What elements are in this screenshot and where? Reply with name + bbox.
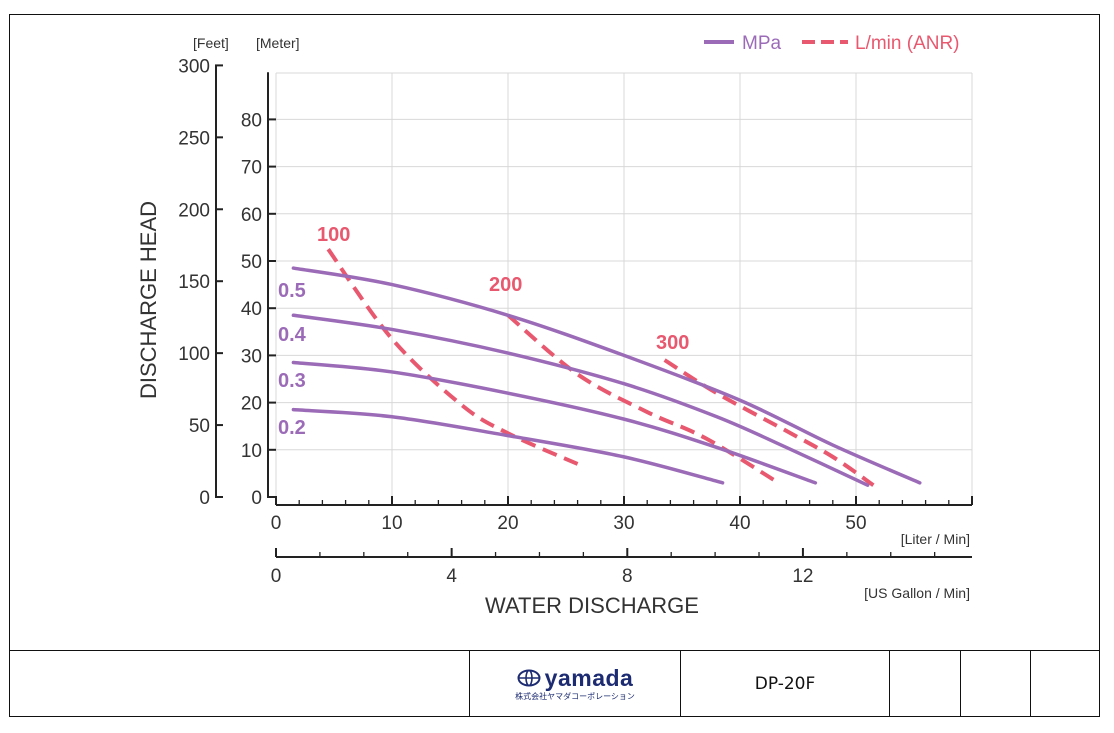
airflow-label-200: 200 bbox=[489, 274, 522, 296]
y-tick-label-meter: 40 bbox=[241, 299, 262, 320]
x-unit-liter: [Liter / Min] bbox=[901, 531, 970, 547]
grid bbox=[275, 72, 973, 497]
y-tick-label-meter: 30 bbox=[241, 346, 262, 367]
logo-wordmark: yamada bbox=[544, 664, 634, 691]
x-tick-label-gallon: 12 bbox=[792, 566, 813, 587]
pressure-curve-0.4 bbox=[291, 313, 870, 487]
y-tick-label-feet: 100 bbox=[178, 344, 210, 365]
title-block: yamada 株式会社ヤマダコーポレーション DP-20F bbox=[9, 650, 1100, 717]
model-cell: DP-20F bbox=[681, 651, 890, 717]
title-block-cell bbox=[1031, 651, 1100, 717]
y-tick-label-meter: 0 bbox=[251, 488, 262, 509]
airflow-label-300: 300 bbox=[656, 332, 689, 354]
x-axis-title: WATER DISCHARGE bbox=[485, 593, 699, 618]
y-tick-label-meter: 80 bbox=[241, 110, 262, 131]
x-tick-label-gallon: 4 bbox=[446, 566, 457, 587]
y-unit-meter: [Meter] bbox=[256, 35, 300, 51]
airflow-label-100: 100 bbox=[317, 224, 350, 246]
logo-cell: yamada 株式会社ヤマダコーポレーション bbox=[470, 651, 681, 717]
x-tick-label-gallon: 8 bbox=[622, 566, 633, 587]
y-tick-label-meter: 70 bbox=[241, 158, 262, 179]
x-tick-label-liter: 30 bbox=[613, 513, 634, 534]
y-tick-label-feet: 250 bbox=[178, 128, 210, 149]
series bbox=[291, 248, 922, 487]
pressure-curve-0.3 bbox=[291, 360, 818, 485]
x-tick-label-liter: 40 bbox=[729, 513, 750, 534]
y-axis-title: DISCHARGE HEAD bbox=[136, 201, 161, 399]
title-block-cell bbox=[890, 651, 961, 717]
airflow-curve-100 bbox=[326, 248, 579, 466]
legend: MPa L/min (ANR) bbox=[704, 33, 960, 54]
x-tick-label-liter: 50 bbox=[845, 513, 866, 534]
pressure-curve-0.5 bbox=[291, 266, 922, 485]
yamada-mark-icon bbox=[517, 669, 541, 687]
yamada-logo: yamada 株式会社ヤマダコーポレーション bbox=[515, 664, 635, 702]
y-tick-label-meter: 10 bbox=[241, 441, 262, 462]
y-tick-label-feet: 200 bbox=[178, 200, 210, 221]
x-unit-gallon: [US Gallon / Min] bbox=[864, 585, 970, 601]
x-tick-label-gallon: 0 bbox=[271, 566, 282, 587]
pressure-label-0.3: 0.3 bbox=[278, 370, 306, 392]
x-tick-label-liter: 20 bbox=[497, 513, 518, 534]
pressure-curve-0.2 bbox=[291, 407, 725, 485]
y-tick-label-meter: 20 bbox=[241, 394, 262, 415]
chart-frame bbox=[9, 14, 1100, 717]
y-tick-label-feet: 300 bbox=[178, 56, 210, 77]
logo-subtext: 株式会社ヤマダコーポレーション bbox=[515, 691, 635, 701]
axes bbox=[215, 64, 973, 558]
legend-lmin-label: L/min (ANR) bbox=[855, 33, 960, 54]
model-number: DP-20F bbox=[754, 674, 816, 694]
pressure-label-0.2: 0.2 bbox=[278, 417, 306, 439]
title-block-empty-cell bbox=[9, 651, 470, 717]
y-unit-feet: [Feet] bbox=[193, 35, 229, 51]
y-tick-label-feet: 50 bbox=[189, 416, 210, 437]
x-tick-label-liter: 0 bbox=[271, 513, 282, 534]
legend-mpa-label: MPa bbox=[742, 33, 782, 54]
x-tick-label-liter: 10 bbox=[381, 513, 402, 534]
y-tick-label-feet: 0 bbox=[199, 488, 210, 509]
y-tick-label-meter: 50 bbox=[241, 252, 262, 273]
pressure-label-0.4: 0.4 bbox=[278, 324, 307, 346]
pressure-label-0.5: 0.5 bbox=[278, 280, 306, 302]
title-block-cell bbox=[961, 651, 1031, 717]
y-tick-label-meter: 60 bbox=[241, 205, 262, 226]
y-tick-label-feet: 150 bbox=[178, 272, 210, 293]
airflow-curve-300 bbox=[663, 358, 875, 487]
